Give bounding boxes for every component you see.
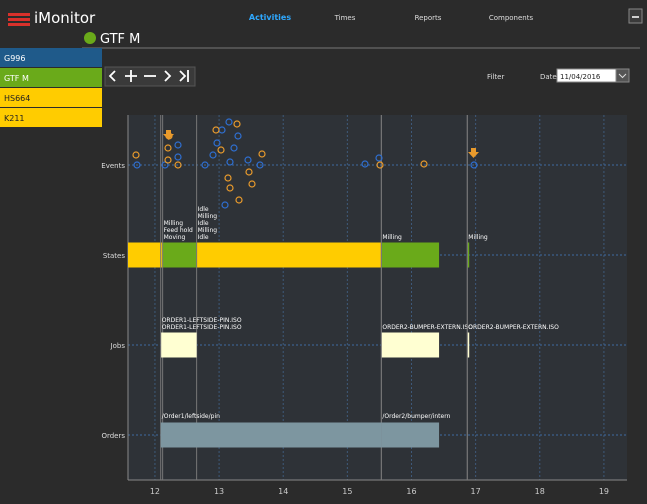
machine-name: G996: [4, 54, 25, 63]
order-label: /Order1/leftside/pin: [162, 413, 220, 420]
nav-tab[interactable]: Components: [489, 14, 534, 22]
x-tick-label: 14: [278, 487, 288, 496]
nav-tab[interactable]: Activities: [249, 13, 291, 22]
state-label: Idle: [198, 206, 209, 213]
state-label: Idle: [198, 220, 209, 227]
state-label: Moving: [164, 234, 186, 241]
job-bar: [467, 332, 470, 358]
row-label: Orders: [101, 432, 125, 440]
job-label: ORDER1-LEFTSIDE-PIN.ISO: [162, 324, 242, 331]
toolbar: [104, 66, 196, 87]
x-tick-label: 19: [599, 487, 609, 496]
header-title: GTF M: [100, 32, 140, 47]
x-tick-label: 12: [150, 487, 160, 496]
row-label: Jobs: [110, 342, 126, 350]
machine-item[interactable]: [0, 48, 102, 67]
x-tick-label: 18: [535, 487, 545, 496]
state-bar: [196, 242, 382, 268]
order-bar: [160, 422, 382, 448]
state-bar: [467, 242, 470, 268]
x-tick-label: 16: [406, 487, 416, 496]
machine-name: HS664: [4, 94, 30, 103]
row-label: States: [103, 252, 126, 260]
state-bar: [381, 242, 440, 268]
next-button[interactable]: [164, 70, 172, 82]
machine-item[interactable]: [0, 88, 102, 107]
job-label: ORDER2-BUMPER-EXTERN.ISO: [382, 324, 473, 331]
nav-tab[interactable]: Reports: [415, 14, 442, 22]
event-icons: [132, 118, 479, 209]
date-dropdown[interactable]: [615, 68, 630, 83]
machine-name: GTF M: [4, 74, 29, 83]
minimize-button[interactable]: [628, 8, 643, 24]
date-value: 11/04/2016: [560, 73, 601, 81]
job-bar: [381, 332, 440, 358]
machine-item[interactable]: [0, 68, 102, 87]
date-label: Date: [540, 73, 557, 81]
x-tick-label: 13: [214, 487, 224, 496]
machine-name: K211: [4, 114, 25, 123]
logo: [8, 13, 30, 26]
job-bar: [160, 332, 197, 358]
order-bar: [381, 422, 440, 448]
state-bar: [128, 242, 163, 268]
job-label: ORDER2-BUMPER-EXTERN.ISO: [468, 324, 559, 331]
last-button[interactable]: [179, 70, 189, 82]
chart-area: [128, 115, 627, 480]
machine-item[interactable]: [0, 108, 102, 127]
state-label: Milling: [164, 220, 184, 227]
prev-button[interactable]: [108, 70, 116, 82]
nav-tab[interactable]: Times: [334, 14, 356, 22]
zoom-in-button[interactable]: [125, 70, 137, 82]
state-label: Milling: [198, 213, 218, 220]
x-tick-label: 15: [342, 487, 352, 496]
state-label: Milling: [198, 227, 218, 234]
state-label: Idle: [198, 234, 209, 241]
order-label: /Order2/bumper/intern: [382, 413, 450, 420]
job-label: ORDER1-LEFTSIDE-PIN.ISO: [162, 317, 242, 324]
state-label: Milling: [382, 234, 402, 241]
state-bar: [162, 242, 197, 268]
x-tick-label: 17: [471, 487, 481, 496]
state-label: Feed hold: [164, 227, 193, 234]
filter-label[interactable]: Filter: [487, 73, 504, 81]
dropdown-icon: [618, 73, 627, 79]
app-title: iMonitor: [34, 9, 96, 27]
state-label: Milling: [468, 234, 488, 241]
row-label: Events: [101, 162, 125, 170]
status-dot: [84, 32, 96, 44]
